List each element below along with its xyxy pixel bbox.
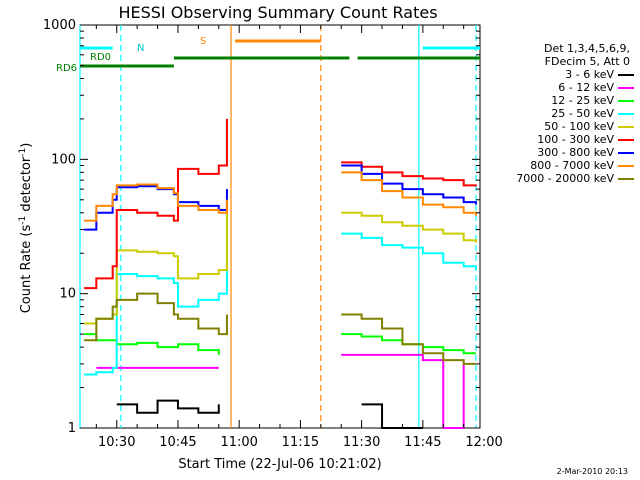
legend-swatch <box>618 87 634 89</box>
x-tick-label: 12:00 <box>465 435 502 450</box>
x-tick-label: 10:45 <box>159 435 196 450</box>
legend-swatch <box>618 152 634 154</box>
x-tick-label: 11:45 <box>404 435 441 450</box>
series-line <box>341 161 477 187</box>
series-line <box>341 353 465 429</box>
legend-swatch <box>618 74 634 76</box>
y-axis-label-sup2: -1 <box>18 148 28 157</box>
legend-entry: 12 - 25 keV <box>498 94 638 107</box>
series-line <box>341 313 476 365</box>
legend-entry: 300 - 800 keV <box>498 146 638 159</box>
legend-swatch <box>618 139 634 141</box>
series-line <box>84 333 220 355</box>
legend-label: 100 - 300 keV <box>537 133 614 146</box>
chart-title: HESSI Observing Summary Count Rates <box>118 3 437 22</box>
y-axis-label-main: Count Rate (s <box>19 225 34 314</box>
legend-header-1: Det 1,3,4,5,6,9, <box>543 42 630 55</box>
y-tick-label: 1 <box>68 421 76 436</box>
legend-swatch <box>618 113 634 115</box>
legend-entry: 3 - 6 keV <box>498 68 638 81</box>
y-tick-label: 100 <box>51 152 76 167</box>
series-line <box>84 183 228 222</box>
x-tick-label: 11:30 <box>343 435 380 450</box>
y-axis-label-mid: detector <box>19 156 34 216</box>
legend-label: 800 - 7000 keV <box>530 159 614 172</box>
legend: Det 1,3,4,5,6,9, FDecim 5, Att 0 3 - 6 k… <box>498 42 638 185</box>
legend-entry: 25 - 50 keV <box>498 107 638 120</box>
series-line <box>361 403 423 429</box>
series-line <box>84 292 228 342</box>
series-line <box>84 212 228 376</box>
legend-label: 7000 - 20000 keV <box>516 172 614 185</box>
series-line <box>341 232 477 271</box>
bar-label-n: N <box>137 43 144 54</box>
legend-entry: 800 - 7000 keV <box>498 159 638 172</box>
x-tick-label: 10:30 <box>98 435 135 450</box>
bar-label-rd6: RD6 <box>56 63 77 74</box>
legend-swatch <box>618 100 634 102</box>
legend-entry: 6 - 12 keV <box>498 81 638 94</box>
legend-label: 50 - 100 keV <box>544 120 614 133</box>
legend-label: 25 - 50 keV <box>551 107 614 120</box>
series-line <box>84 118 228 290</box>
legend-header-2: FDecim 5, Att 0 <box>544 55 630 68</box>
bar-label-s: S <box>200 36 206 47</box>
legend-swatch <box>618 126 634 128</box>
y-axis-label-end: ) <box>19 143 34 148</box>
x-tick-label: 11:00 <box>220 435 257 450</box>
x-axis-label: Start Time (22-Jul-06 10:21:02) <box>178 457 381 472</box>
legend-entry: 50 - 100 keV <box>498 120 638 133</box>
series-line <box>84 185 228 231</box>
legend-label: 12 - 25 keV <box>551 94 614 107</box>
y-tick-label: 10 <box>59 287 76 302</box>
legend-swatch <box>618 178 634 180</box>
bar-label-rd0: RD0 <box>90 52 111 63</box>
y-axis-label: Count Rate (s-1 detector-1) <box>18 143 34 314</box>
y-tick-label: 1000 <box>43 18 76 33</box>
legend-label: 300 - 800 keV <box>537 146 614 159</box>
legend-swatch <box>618 165 634 167</box>
y-axis-label-sup1: -1 <box>18 216 28 225</box>
series-line <box>116 399 220 414</box>
legend-label: 6 - 12 keV <box>558 81 614 94</box>
series-line <box>341 164 477 205</box>
legend-entry: 7000 - 20000 keV <box>498 172 638 185</box>
legend-label: 3 - 6 keV <box>565 68 614 81</box>
footer-timestamp: 2-Mar-2010 20:13 <box>556 467 628 476</box>
x-tick-label: 11:15 <box>282 435 319 450</box>
series-line <box>341 211 477 243</box>
series-line <box>341 171 477 216</box>
legend-entry: 100 - 300 keV <box>498 133 638 146</box>
